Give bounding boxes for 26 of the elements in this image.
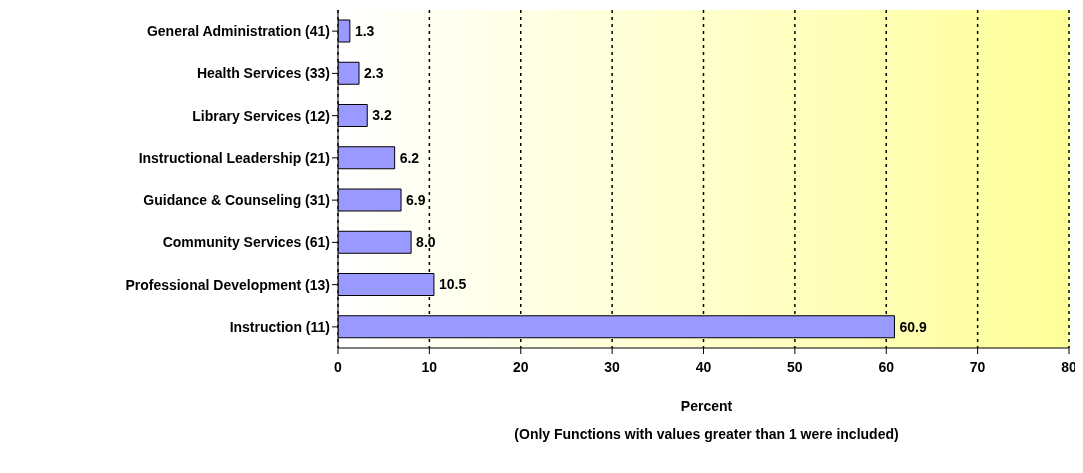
y-tick-label: Professional Development (13)	[125, 276, 330, 293]
y-tick-label: Library Services (12)	[192, 107, 330, 124]
data-label: 3.2	[372, 107, 392, 124]
data-label: 1.3	[354, 22, 375, 39]
text: (Only Functions with values greater than 1 were included)	[513, 426, 900, 442]
x-tick-label: 0	[334, 358, 343, 375]
y-tick-label: Instructional Leadership (21)	[138, 149, 330, 166]
x-tick-label: 70	[969, 358, 986, 375]
x-tick-label: 10	[421, 358, 438, 375]
x-axis-title: Percent	[679, 398, 734, 414]
data-label: 10.5	[438, 276, 467, 293]
data-label: 8.0	[416, 234, 436, 251]
x-tick-label: 60	[878, 358, 895, 375]
x-tick-label: 30	[604, 358, 621, 375]
x-tick-label: 40	[695, 358, 712, 375]
x-tick-label: 20	[512, 358, 529, 375]
y-tick-label: Guidance & Counseling (31)	[143, 192, 330, 209]
y-tick-label: Community Services (61)	[162, 234, 330, 251]
data-label: 6.9	[406, 191, 426, 208]
y-tick-label: General Administration (41)	[146, 23, 330, 40]
x-tick-label: 50	[787, 358, 803, 375]
data-label: 60.9	[899, 318, 927, 335]
y-tick-label: Instruction (11)	[229, 318, 330, 335]
y-tick-label: Health Services (33)	[196, 65, 330, 82]
data-label: 2.3	[364, 65, 384, 82]
data-label: 6.2	[399, 149, 420, 166]
